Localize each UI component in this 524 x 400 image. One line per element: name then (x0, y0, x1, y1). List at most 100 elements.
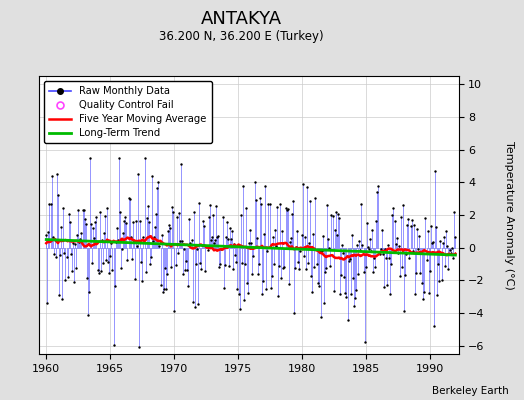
Point (148, 173, 156, 179)
Point (236, 212, 245, 218)
Point (64, 211, 73, 218)
Point (301, 234, 309, 240)
Point (209, 212, 217, 218)
Point (448, 245, 456, 251)
Point (241, 260, 249, 267)
Point (195, 200, 203, 206)
Point (161, 265, 169, 271)
Point (59, 205, 68, 212)
Point (310, 263, 319, 270)
Point (214, 233, 222, 240)
Point (140, 154, 149, 161)
Point (279, 265, 288, 272)
Point (288, 210, 296, 217)
Point (181, 266, 189, 273)
Point (253, 235, 261, 241)
Point (423, 228, 432, 234)
Point (290, 310, 298, 316)
Point (338, 242, 346, 248)
Point (196, 260, 204, 266)
Point (270, 261, 278, 267)
Point (92, 214, 101, 221)
Point (132, 218, 140, 224)
Point (70, 279, 78, 286)
Point (96, 268, 105, 274)
Point (370, 255, 378, 261)
Point (153, 184, 161, 191)
Point (404, 216, 412, 222)
Point (169, 209, 178, 215)
Point (291, 265, 299, 272)
Point (361, 338, 369, 345)
Point (124, 195, 133, 201)
Point (99, 259, 107, 266)
Point (182, 258, 190, 264)
Point (197, 266, 205, 272)
Point (282, 207, 291, 214)
Point (239, 297, 248, 304)
Point (418, 280, 427, 287)
Point (162, 285, 170, 292)
Point (102, 257, 110, 263)
Point (210, 240, 218, 246)
Point (388, 212, 397, 219)
Point (238, 183, 247, 189)
Point (365, 246, 373, 252)
Point (166, 224, 174, 231)
Point (135, 344, 144, 350)
Point (237, 260, 246, 266)
Point (397, 214, 405, 220)
Point (335, 215, 343, 222)
Point (328, 212, 336, 218)
Point (168, 204, 177, 210)
Point (79, 206, 87, 213)
Point (208, 234, 216, 240)
Point (66, 219, 74, 226)
Point (292, 244, 300, 250)
Point (315, 248, 324, 254)
Point (68, 268, 76, 274)
Point (363, 220, 371, 226)
Point (319, 232, 327, 239)
Point (446, 247, 454, 253)
Point (280, 263, 289, 270)
Point (61, 277, 70, 283)
Point (80, 206, 88, 213)
Point (381, 246, 389, 252)
Point (87, 221, 95, 227)
Point (164, 228, 172, 235)
Point (43, 300, 51, 306)
Point (271, 227, 279, 233)
Point (318, 248, 326, 254)
Point (84, 312, 92, 318)
Point (206, 237, 215, 244)
Point (216, 261, 225, 267)
Point (406, 223, 414, 229)
Point (358, 242, 367, 248)
Point (223, 218, 231, 225)
Point (416, 270, 424, 276)
Point (114, 236, 122, 243)
Point (193, 246, 201, 252)
Point (367, 247, 375, 254)
Point (277, 275, 286, 281)
Point (324, 236, 332, 242)
Point (268, 234, 277, 240)
Point (395, 243, 403, 250)
Point (373, 189, 381, 196)
Point (163, 271, 171, 277)
Point (117, 264, 125, 271)
Point (337, 272, 345, 278)
Point (391, 241, 400, 248)
Point (399, 202, 407, 208)
Point (351, 295, 359, 301)
Point (155, 242, 163, 249)
Point (304, 260, 312, 267)
Point (106, 253, 115, 260)
Point (411, 291, 419, 297)
Point (125, 196, 134, 202)
Y-axis label: Temperature Anomaly (°C): Temperature Anomaly (°C) (504, 141, 514, 289)
Point (266, 285, 275, 292)
Point (442, 228, 450, 234)
Point (364, 244, 372, 250)
